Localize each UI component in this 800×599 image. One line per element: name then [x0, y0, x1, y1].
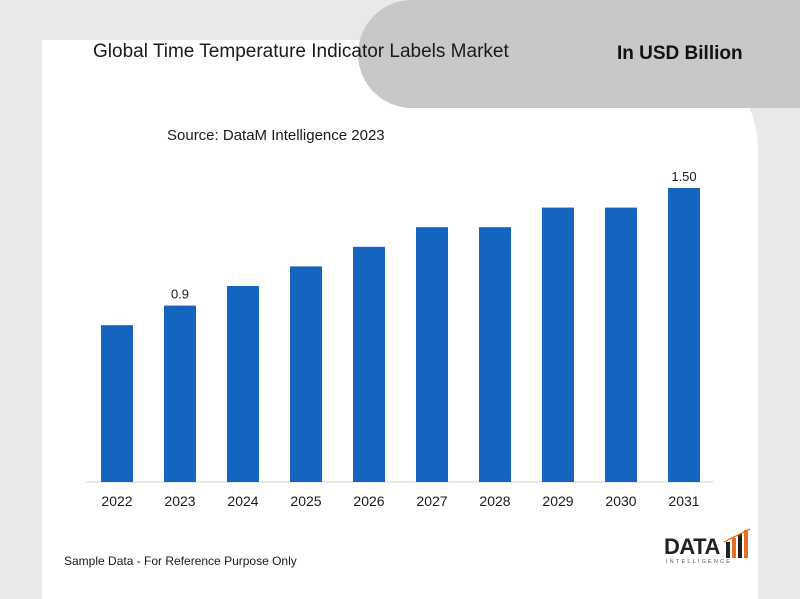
unit-label: In USD Billion [617, 43, 743, 64]
x-tick-label: 2031 [668, 493, 699, 509]
bar-2024 [227, 286, 259, 482]
footnote: Sample Data - For Reference Purpose Only [64, 554, 297, 568]
bar-2023 [164, 305, 196, 482]
data-label: 0.9 [171, 287, 189, 302]
x-tick-label: 2029 [542, 493, 573, 509]
logo-tagline: INTELLIGENCE [666, 559, 733, 565]
x-tick-label: 2027 [416, 493, 447, 509]
bar-2022 [101, 325, 133, 482]
logo-bars-icon [723, 528, 751, 558]
x-tick-label: 2025 [290, 493, 321, 509]
x-tick-label: 2030 [605, 493, 636, 509]
x-tick-label: 2028 [479, 493, 510, 509]
bar-2031 [668, 188, 700, 482]
bar-2026 [353, 246, 385, 482]
bar-2029 [542, 207, 574, 482]
bar-2030 [605, 207, 637, 482]
chart-card [42, 40, 758, 599]
source-label: Source: DataM Intelligence 2023 [167, 127, 385, 144]
bar-2025 [290, 266, 322, 482]
chart-title: Global Time Temperature Indicator Labels… [93, 41, 509, 62]
bar-2027 [416, 227, 448, 482]
logo-wordmark: DATA [664, 534, 720, 559]
unit-banner [358, 0, 800, 108]
x-tick-label: 2023 [164, 493, 195, 509]
x-tick-label: 2026 [353, 493, 384, 509]
data-label: 1.50 [671, 169, 696, 184]
x-tick-label: 2024 [227, 493, 258, 509]
x-tick-label: 2022 [101, 493, 132, 509]
datam-logo: DATA INTELLIGENCE [664, 528, 754, 572]
bar-2028 [479, 227, 511, 482]
